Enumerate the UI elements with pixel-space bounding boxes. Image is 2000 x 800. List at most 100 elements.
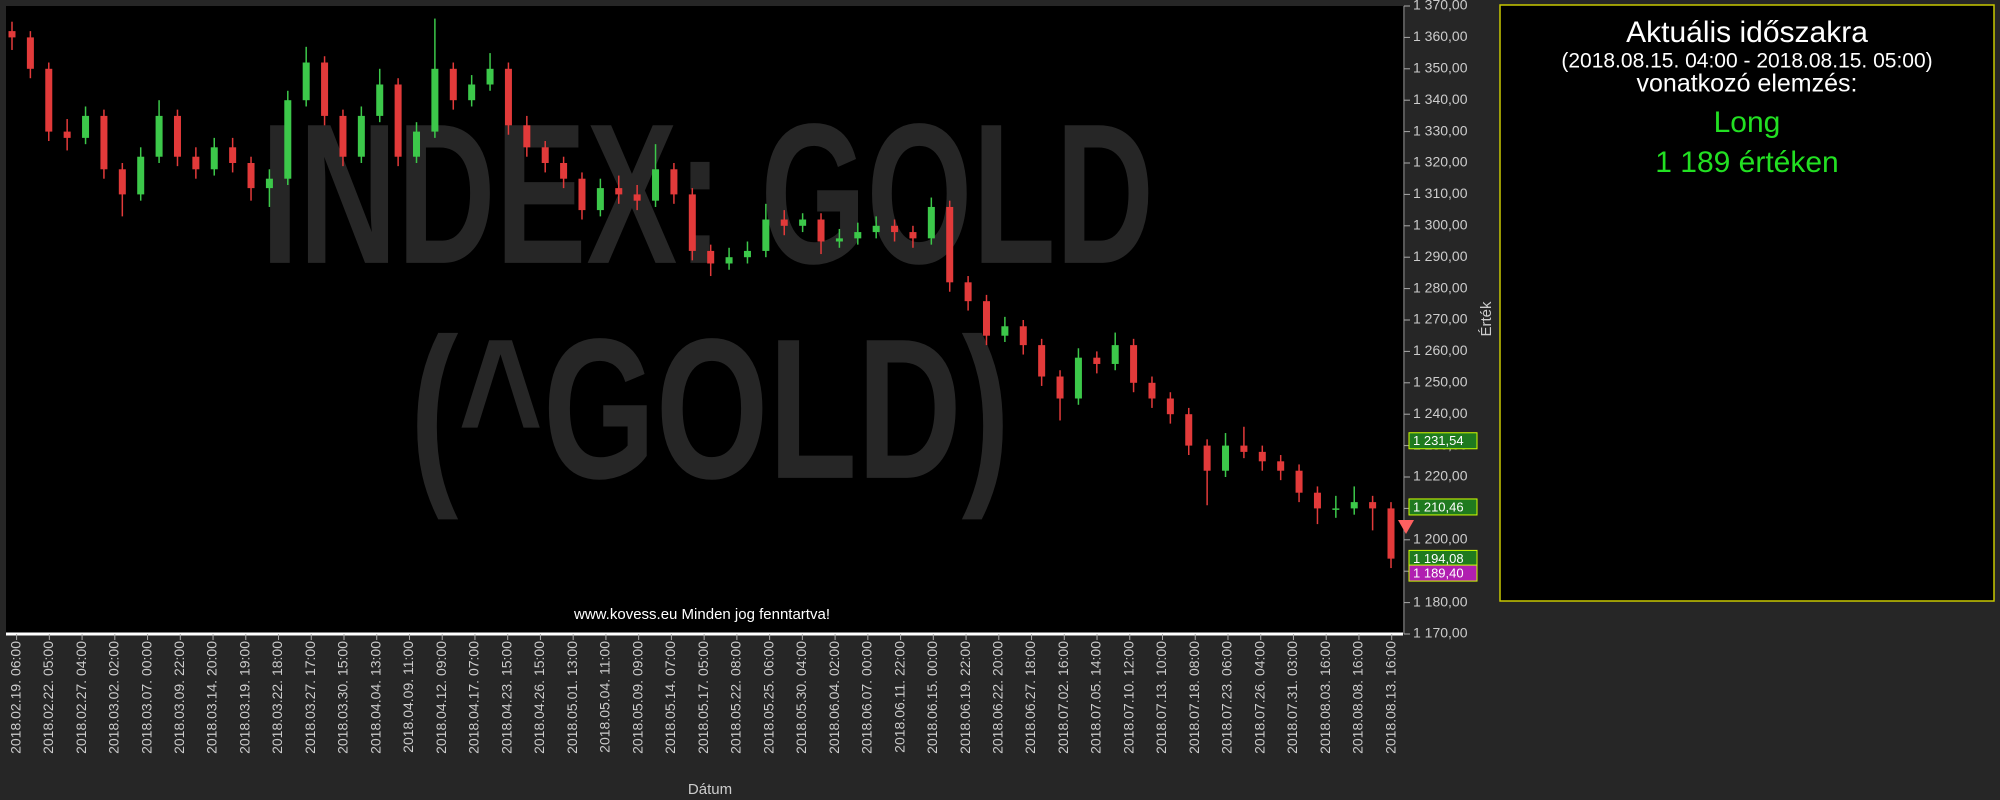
candle-body <box>578 178 586 211</box>
x-tick-label: 2018.03.27. 17:00 <box>302 641 318 754</box>
candle-body <box>1387 508 1395 559</box>
y-tick-label: 1 370,00 <box>1413 0 1468 13</box>
y-tick-label: 1 260,00 <box>1413 342 1468 358</box>
y-tick-label: 1 170,00 <box>1413 625 1468 641</box>
watermark-line: INDEX: GOLD <box>261 83 1154 306</box>
candle-body <box>1038 345 1046 377</box>
price-tag-label: 1 231,54 <box>1413 433 1464 448</box>
candle-body <box>927 206 935 239</box>
candle-body <box>413 131 421 157</box>
candle-body <box>1185 414 1193 446</box>
candle-body <box>1258 451 1266 462</box>
candle-body <box>1093 357 1101 364</box>
candle-body <box>1148 382 1156 399</box>
x-tick-label: 2018.03.14. 20:00 <box>204 641 220 754</box>
candle-body <box>8 31 16 38</box>
candle-body <box>633 194 641 201</box>
candle-body <box>1313 492 1321 509</box>
candle-body <box>155 115 163 157</box>
y-tick-label: 1 300,00 <box>1413 217 1468 233</box>
candle-body <box>817 219 825 242</box>
x-tick-label: 2018.05.01. 13:00 <box>564 641 580 754</box>
sell-arrow <box>1398 520 1414 534</box>
candle-body <box>688 194 696 251</box>
candle-body <box>652 169 660 201</box>
candle-body <box>946 206 954 283</box>
candle-body <box>376 84 384 116</box>
candle-body <box>45 68 53 132</box>
candle-body <box>1056 376 1064 399</box>
candle-body <box>1222 445 1230 471</box>
x-tick-label: 2018.05.30. 04:00 <box>793 641 809 754</box>
x-tick-label: 2018.08.13. 16:00 <box>1382 641 1398 754</box>
footer: www.kovess.eu Minden jog fenntartva! <box>573 606 830 623</box>
x-tick-label: 2018.08.03. 16:00 <box>1317 641 1333 754</box>
candle-body <box>1332 508 1340 510</box>
candle-body <box>799 219 807 226</box>
candle-body <box>1240 445 1248 452</box>
candle-body <box>82 115 90 138</box>
x-tick-label: 2018.05.14. 07:00 <box>662 641 678 754</box>
y-tick-label: 1 330,00 <box>1413 122 1468 138</box>
x-tick-label: 2018.07.23. 06:00 <box>1219 641 1235 754</box>
analysis-panel: Aktuális időszakra (2018.08.15. 04:00 - … <box>1499 4 1995 602</box>
candle-body <box>284 100 292 179</box>
candle-body <box>891 225 899 233</box>
candle-body <box>1203 445 1211 471</box>
panel-period: (2018.08.15. 04:00 - 2018.08.15. 05:00) <box>1561 50 1932 73</box>
x-tick-label: 2018.02.19. 06:00 <box>7 641 23 754</box>
x-tick-label: 2018.07.13. 10:00 <box>1153 641 1169 754</box>
candle-body <box>982 301 990 336</box>
candle-body <box>762 219 770 251</box>
candle-body <box>707 250 715 264</box>
candle-body <box>1130 345 1138 383</box>
candle-body <box>964 282 972 302</box>
x-axis-title: Dátum <box>688 781 732 798</box>
x-tick-label: 2018.03.22. 18:00 <box>269 641 285 754</box>
x-tick-label: 2018.07.10. 12:00 <box>1120 641 1136 754</box>
price-tag <box>1408 564 1478 582</box>
x-tick-label: 2018.06.15. 00:00 <box>924 641 940 754</box>
x-tick-label: 2018.03.07. 00:00 <box>138 641 154 754</box>
y-tick-label: 1 220,00 <box>1413 468 1468 484</box>
price-tags: 1 231,54 1 210,46 1 194,081 189,40 <box>1408 432 1478 582</box>
y-tick-label: 1 290,00 <box>1413 248 1468 264</box>
y-tick-label: 1 250,00 <box>1413 374 1468 390</box>
candle-body <box>118 169 126 195</box>
x-tick-label: 2018.06.11. 22:00 <box>891 641 907 753</box>
candle-body <box>486 68 494 85</box>
candle-body <box>302 62 310 101</box>
y-tick-label: 1 320,00 <box>1413 154 1468 170</box>
candle-body <box>1166 398 1174 415</box>
y-axis-title: Érték <box>1478 301 1495 337</box>
x-tick-label: 2018.02.22. 05:00 <box>40 641 56 754</box>
x-tick-label: 2018.06.19. 22:00 <box>957 641 973 754</box>
x-tick-label: 2018.05.04. 11:00 <box>597 641 613 753</box>
y-tick-label: 1 350,00 <box>1413 60 1468 76</box>
candle-body <box>523 125 531 148</box>
y-tick-label: 1 310,00 <box>1413 185 1468 201</box>
x-tick-label: 2018.04.23. 15:00 <box>498 641 514 754</box>
x-tick-label: 2018.05.09. 09:00 <box>629 641 645 754</box>
candle-body <box>725 257 733 264</box>
candle-body <box>468 84 476 101</box>
candle-body <box>173 115 181 157</box>
x-tick-label: 2018.03.02. 02:00 <box>106 641 122 754</box>
candle-body <box>615 188 623 195</box>
candle-body <box>192 156 200 170</box>
candle-body <box>431 68 439 132</box>
candle-body <box>854 232 862 239</box>
x-tick-label: 2018.03.09. 22:00 <box>171 641 187 754</box>
candle-body <box>449 68 457 101</box>
price-tag-label: 1 194,08 <box>1413 551 1464 566</box>
plot-area <box>6 6 1403 634</box>
x-tick-label: 2018.06.07. 00:00 <box>859 641 875 754</box>
candle-body <box>357 115 365 157</box>
x-tick-label: 2018.04.04. 13:00 <box>367 641 383 754</box>
candle-body <box>26 37 34 69</box>
candle-body <box>1001 326 1009 336</box>
price-tag <box>1408 498 1478 516</box>
candle-body <box>596 188 604 211</box>
panel-title: Aktuális időszakra <box>1626 16 1868 49</box>
